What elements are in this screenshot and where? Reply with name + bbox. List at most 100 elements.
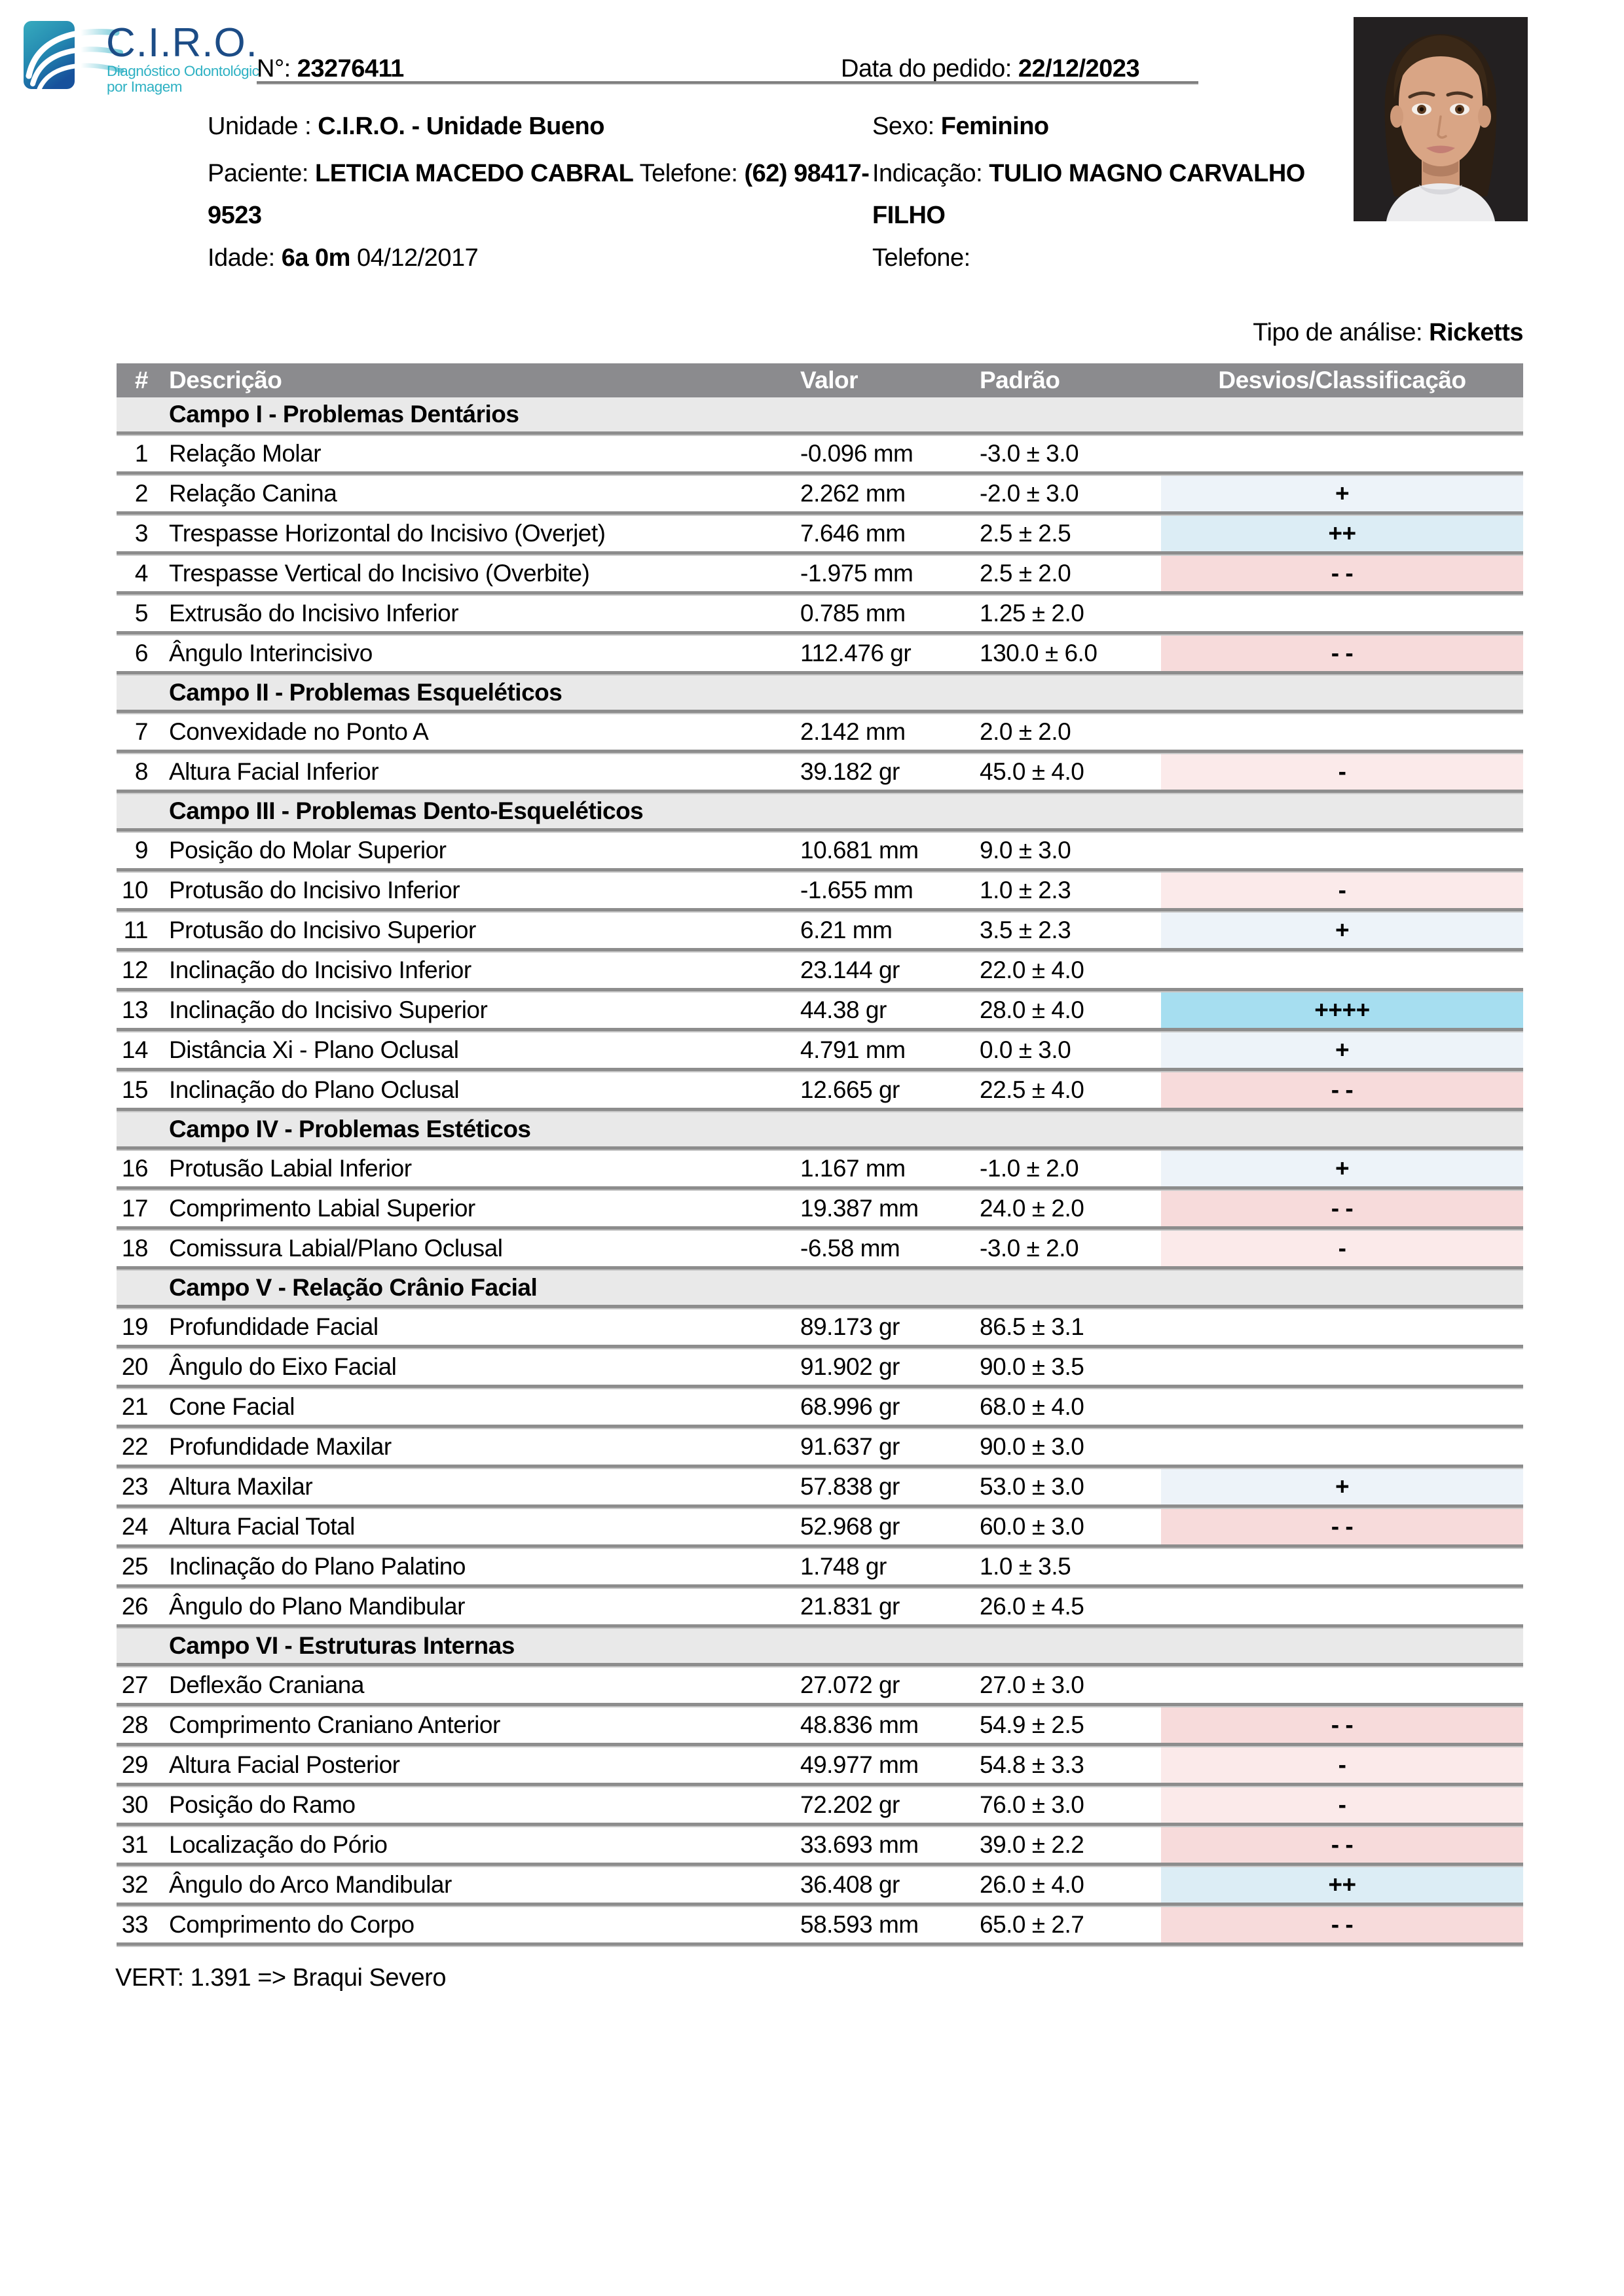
row-separator [117, 551, 1523, 556]
row-description: Altura Facial Inferior [169, 758, 379, 785]
row-deviation [1161, 1389, 1523, 1425]
table-section-header: Campo III - Problemas Dento-Esqueléticos [117, 794, 1523, 828]
row-description: Inclinação do Incisivo Inferior [169, 957, 471, 983]
unit-line: Unidade : C.I.R.O. - Unidade Bueno [208, 111, 604, 141]
row-value: 0.785 mm [800, 600, 906, 627]
table-row: 5 Extrusão do Incisivo Inferior 0.785 mm 1.… [117, 596, 1523, 631]
table-row: 9 Posição do Molar Superior 10.681 mm 9.0 ±… [117, 833, 1523, 868]
row-description: Protusão do Incisivo Inferior [169, 877, 460, 903]
row-description: Ângulo Interincisivo [169, 640, 373, 666]
logo-swoosh-arcs [26, 29, 124, 92]
sex-label: Sexo: [872, 113, 941, 140]
ciro-logo: C.I.R.O. Diagnóstico Odontológico por Im… [24, 20, 259, 95]
row-description: Distância Xi - Plano Oclusal [169, 1036, 459, 1063]
row-number: 1 [134, 440, 149, 467]
table-row: 15 Inclinação do Plano Oclusal 12.665 gr 22… [117, 1072, 1523, 1108]
row-number: 30 [121, 1791, 149, 1818]
row-deviation: - - [1161, 1191, 1523, 1226]
row-number: 23 [121, 1473, 149, 1500]
row-separator [117, 750, 1523, 754]
table-row: 4 Trespasse Vertical do Incisivo (Overbit… [117, 556, 1523, 591]
phone-label: Telefone: [639, 160, 745, 187]
row-description: Protusão Labial Inferior [169, 1155, 412, 1182]
row-number: 15 [121, 1076, 149, 1103]
row-description: Comissura Labial/Plano Oclusal [169, 1235, 503, 1262]
row-number: 6 [134, 640, 149, 666]
row-deviation: - - [1161, 636, 1523, 671]
row-value: 91.902 gr [800, 1353, 900, 1380]
logo-subtitle-line1: Diagnóstico Odontológico [107, 63, 259, 79]
row-deviation [1161, 953, 1523, 988]
results-table-body: Campo I - Problemas Dentários 1 Relação Mo… [117, 397, 1523, 1947]
row-standard: 60.0 ± 3.0 [980, 1513, 1084, 1540]
row-number: 9 [134, 837, 149, 864]
row-number: 18 [121, 1235, 149, 1262]
row-description: Altura Facial Total [169, 1513, 355, 1540]
row-standard: 22.5 ± 4.0 [980, 1076, 1084, 1103]
row-separator [117, 1544, 1523, 1549]
age-value: 6a 0m [281, 244, 351, 272]
row-separator [117, 591, 1523, 596]
row-value: 49.977 mm [800, 1751, 919, 1778]
row-description: Profundidade Maxilar [169, 1433, 392, 1460]
table-row: 17 Comprimento Labial Superior 19.387 mm 24… [117, 1191, 1523, 1226]
row-deviation: + [1161, 476, 1523, 511]
table-row: 1 Relação Molar -0.096 mm -3.0 ± 3.0 [117, 436, 1523, 471]
row-value: 6.21 mm [800, 917, 893, 943]
row-deviation [1161, 833, 1523, 868]
unit-value: C.I.R.O. - Unidade Bueno [318, 113, 604, 140]
row-description: Ângulo do Plano Mandibular [169, 1593, 465, 1620]
table-row: 28 Comprimento Craniano Anterior 48.836 mm… [117, 1707, 1523, 1743]
order-date-value: 22/12/2023 [1018, 55, 1140, 82]
row-standard: 2.5 ± 2.0 [980, 560, 1071, 587]
row-standard: 90.0 ± 3.0 [980, 1433, 1084, 1460]
table-row: 19 Profundidade Facial 89.173 gr 86.5 ± 3.1 [117, 1309, 1523, 1345]
row-description: Trespasse Horizontal do Incisivo (Overje… [169, 520, 606, 547]
row-description: Posição do Ramo [169, 1791, 356, 1818]
age-label: Idade: [208, 244, 282, 272]
row-deviation: - [1161, 1747, 1523, 1783]
row-number: 7 [134, 718, 149, 745]
row-number: 5 [134, 600, 149, 627]
row-value: 112.476 gr [800, 640, 912, 666]
row-number: 27 [121, 1671, 149, 1698]
row-value: -1.975 mm [800, 560, 913, 587]
row-separator [117, 710, 1523, 714]
row-number: 12 [121, 957, 149, 983]
referral-wrap-line: FILHO [872, 200, 946, 230]
row-standard: 39.0 ± 2.2 [980, 1831, 1084, 1858]
row-deviation: - [1161, 1787, 1523, 1823]
row-separator [117, 1743, 1523, 1747]
row-deviation [1161, 1549, 1523, 1584]
order-number-line: N°: 23276411 [257, 54, 404, 84]
row-separator [117, 1146, 1523, 1151]
row-description: Relação Canina [169, 480, 337, 507]
row-standard: 3.5 ± 2.3 [980, 917, 1071, 943]
row-separator [117, 1465, 1523, 1469]
row-deviation [1161, 436, 1523, 471]
row-description: Comprimento Labial Superior [169, 1195, 475, 1222]
referral-label: Indicação: [872, 160, 989, 187]
row-description: Profundidade Facial [169, 1313, 378, 1340]
row-value: 12.665 gr [800, 1076, 900, 1103]
row-number: 4 [134, 560, 149, 587]
row-separator [117, 671, 1523, 676]
row-separator [117, 1584, 1523, 1589]
row-separator [117, 1305, 1523, 1309]
row-separator [117, 1028, 1523, 1032]
table-section-header: Campo V - Relação Crânio Facial [117, 1271, 1523, 1305]
header-rule [257, 81, 1198, 84]
row-description: Trespasse Vertical do Incisivo (Overbite… [169, 560, 590, 587]
row-deviation: ++ [1161, 516, 1523, 551]
row-standard: 45.0 ± 4.0 [980, 758, 1084, 785]
row-separator [117, 631, 1523, 636]
row-deviation: - [1161, 1231, 1523, 1266]
row-description: Localização do Pório [169, 1831, 388, 1858]
table-row: 10 Protusão do Incisivo Inferior -1.655 mm… [117, 873, 1523, 908]
row-value: -6.58 mm [800, 1235, 900, 1262]
row-number: 2 [134, 480, 149, 507]
row-description: Ângulo do Eixo Facial [169, 1353, 397, 1380]
row-value: -0.096 mm [800, 440, 913, 467]
row-standard: -3.0 ± 3.0 [980, 440, 1079, 467]
order-date-line: Data do pedido: 22/12/2023 [841, 54, 1140, 84]
